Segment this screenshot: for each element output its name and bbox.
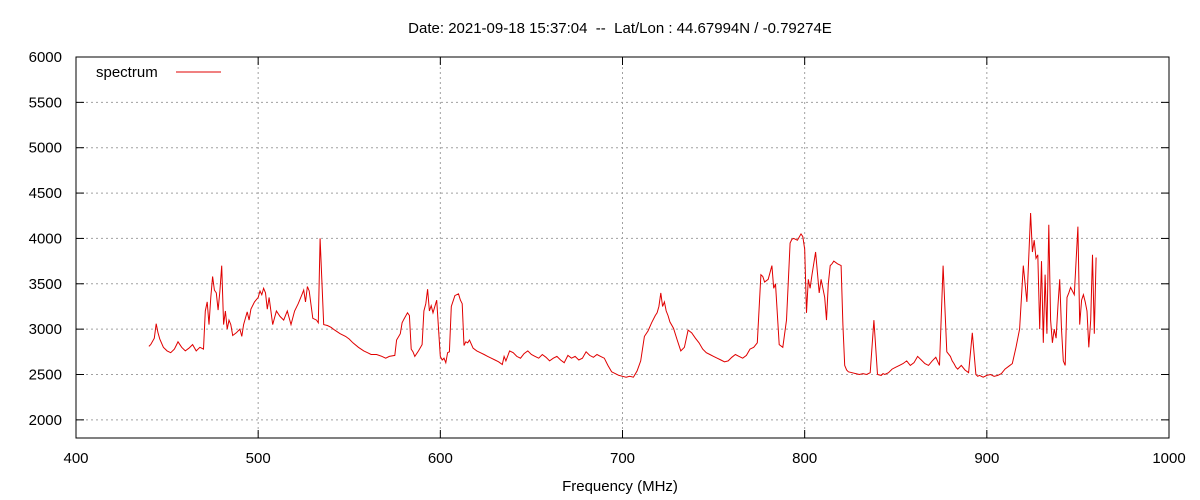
legend-entry-spectrum: spectrum <box>96 64 158 81</box>
tick-label-x: 500 <box>246 450 271 467</box>
gridlines <box>76 57 1169 438</box>
tick-label-y: 5500 <box>29 94 62 111</box>
x-axis-label: Frequency (MHz) <box>562 478 678 495</box>
chart-title: Date: 2021-09-18 15:37:04 -- Lat/Lon : 4… <box>408 20 832 37</box>
tick-label-y: 3000 <box>29 321 62 338</box>
tick-label-x: 700 <box>610 450 635 467</box>
tick-label-y: 3500 <box>29 276 62 293</box>
tick-label-y: 6000 <box>29 49 62 66</box>
tick-labels: 2000 2500 3000 3500 4000 4500 5000 5500 6000 400 5… <box>29 49 1186 467</box>
tick-label-y: 2000 <box>29 412 62 429</box>
tick-label-x: 800 <box>792 450 817 467</box>
legend: spectrum <box>96 64 221 81</box>
tick-label-y: 4500 <box>29 185 62 202</box>
tick-label-x: 1000 <box>1152 450 1185 467</box>
tick-label-y: 5000 <box>29 140 62 157</box>
series-line-spectrum <box>148 212 1097 378</box>
tick-label-x: 600 <box>428 450 453 467</box>
axis-ticks <box>75 56 1170 438</box>
tick-label-y: 2500 <box>29 367 62 384</box>
tick-label-x: 400 <box>63 450 88 467</box>
tick-label-x: 900 <box>974 450 999 467</box>
tick-label-y: 4000 <box>29 230 62 247</box>
